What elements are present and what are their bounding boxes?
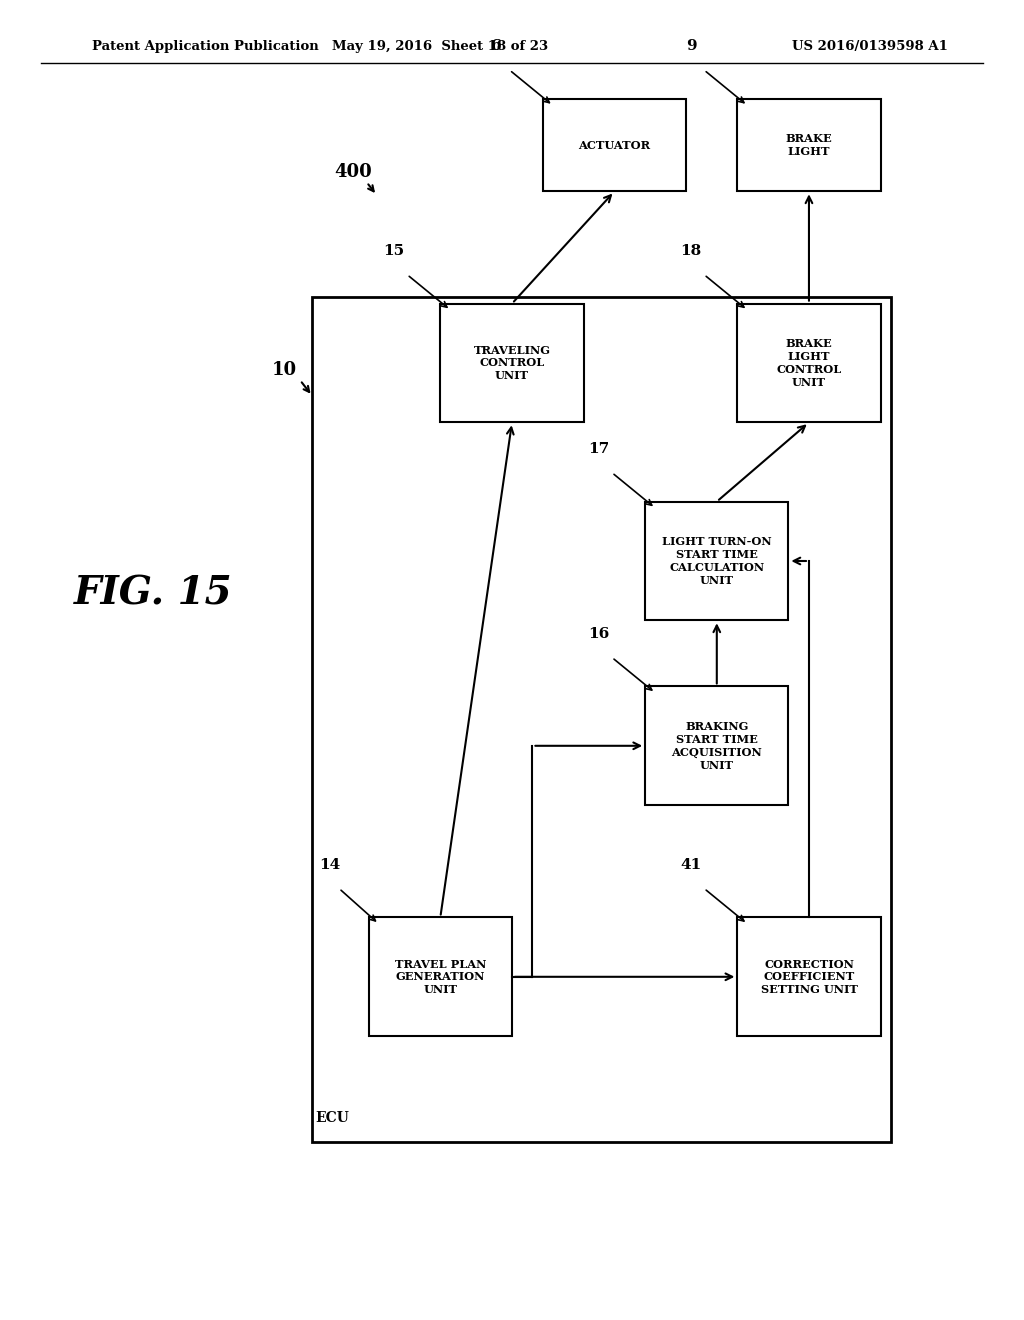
Text: LIGHT TURN-ON
START TIME
CALCULATION
UNIT: LIGHT TURN-ON START TIME CALCULATION UNI… — [662, 536, 772, 586]
Text: 18: 18 — [681, 244, 701, 257]
FancyBboxPatch shape — [645, 686, 788, 805]
Text: 6: 6 — [492, 40, 502, 53]
FancyBboxPatch shape — [645, 502, 788, 620]
Text: ACTUATOR: ACTUATOR — [579, 140, 650, 150]
Text: 10: 10 — [272, 360, 297, 379]
FancyBboxPatch shape — [312, 297, 891, 1142]
FancyBboxPatch shape — [543, 99, 686, 191]
Text: TRAVELING
CONTROL
UNIT: TRAVELING CONTROL UNIT — [473, 345, 551, 381]
FancyBboxPatch shape — [369, 917, 512, 1036]
Text: BRAKE
LIGHT
CONTROL
UNIT: BRAKE LIGHT CONTROL UNIT — [776, 338, 842, 388]
FancyBboxPatch shape — [737, 99, 881, 191]
Text: May 19, 2016  Sheet 18 of 23: May 19, 2016 Sheet 18 of 23 — [332, 40, 549, 53]
Text: BRAKING
START TIME
ACQUISITION
UNIT: BRAKING START TIME ACQUISITION UNIT — [672, 721, 762, 771]
Text: TRAVEL PLAN
GENERATION
UNIT: TRAVEL PLAN GENERATION UNIT — [394, 958, 486, 995]
Text: Patent Application Publication: Patent Application Publication — [92, 40, 318, 53]
Text: BRAKE
LIGHT: BRAKE LIGHT — [785, 133, 833, 157]
Text: 17: 17 — [589, 442, 609, 455]
Text: US 2016/0139598 A1: US 2016/0139598 A1 — [793, 40, 948, 53]
Text: 15: 15 — [384, 244, 404, 257]
FancyBboxPatch shape — [737, 917, 881, 1036]
Text: ECU: ECU — [315, 1110, 349, 1125]
Text: 400: 400 — [335, 162, 372, 181]
Text: 41: 41 — [681, 858, 701, 871]
Text: FIG. 15: FIG. 15 — [75, 576, 232, 612]
FancyBboxPatch shape — [737, 304, 881, 422]
Text: CORRECTION
COEFFICIENT
SETTING UNIT: CORRECTION COEFFICIENT SETTING UNIT — [761, 958, 857, 995]
Text: 9: 9 — [686, 40, 696, 53]
Text: 14: 14 — [319, 858, 340, 871]
FancyBboxPatch shape — [440, 304, 584, 422]
Text: 16: 16 — [589, 627, 609, 640]
